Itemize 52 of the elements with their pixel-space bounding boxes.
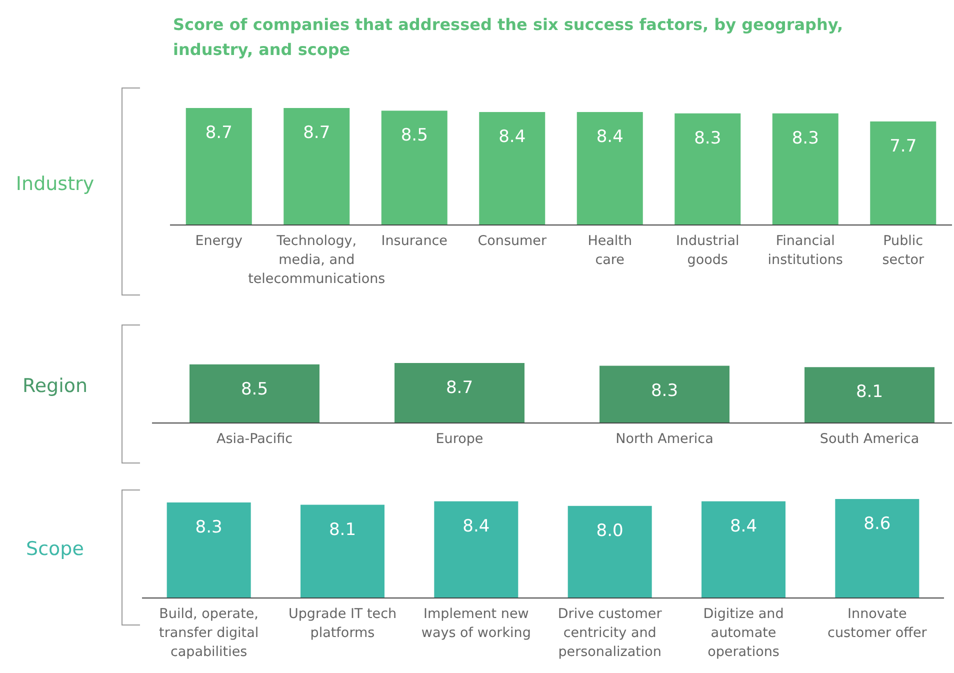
data-label: 8.6: [864, 514, 891, 534]
data-label: 7.7: [890, 136, 917, 156]
data-label: 8.0: [596, 520, 624, 541]
bar: [381, 110, 448, 225]
data-label: 8.1: [856, 382, 884, 402]
y-axis-title: Industry: [16, 173, 94, 195]
x-tick-label: Consumer: [478, 233, 547, 249]
data-label: 8.4: [462, 516, 490, 536]
x-tick-label: Innovate customer offer: [828, 606, 928, 641]
chart-title: Score of companies that addressed the six success factors, by geography, industry, and scope: [173, 15, 844, 59]
x-tick-label: Asia-Pacific: [216, 431, 293, 447]
x-tick-label: Industrial goods: [676, 233, 740, 268]
bar: [568, 506, 652, 598]
x-tick-label: Public sector: [882, 233, 924, 268]
data-label: 8.5: [240, 379, 268, 400]
x-tick-label: Energy: [195, 233, 243, 249]
data-label: 8.5: [400, 126, 428, 146]
bar: [166, 502, 251, 598]
bar: [870, 121, 936, 225]
data-label: 8.3: [694, 128, 722, 148]
bar: [300, 504, 384, 598]
bar: [835, 499, 920, 598]
x-tick-label: Upgrade IT tech platforms: [288, 606, 397, 641]
x-tick-label: Financial institutions: [768, 233, 843, 268]
data-label: 8.7: [446, 378, 474, 398]
data-label: 8.4: [596, 127, 624, 148]
x-tick-label: Digitize and automate operations: [703, 606, 784, 660]
x-tick-label: Europe: [436, 431, 484, 447]
data-label: 8.4: [730, 516, 758, 536]
bar: [702, 501, 786, 598]
x-tick-label: Build, operate, transfer digital capabilities: [159, 606, 259, 660]
x-tick-label: South America: [820, 431, 920, 447]
bar: [434, 501, 518, 598]
data-label: 8.7: [303, 123, 330, 143]
bar: [479, 112, 546, 225]
bar: [284, 108, 350, 225]
y-axis-title: Region: [22, 375, 88, 397]
x-tick-label: Implement new ways of working: [421, 606, 531, 641]
bar: [772, 113, 838, 225]
bar: [186, 108, 252, 225]
data-label: 8.3: [195, 517, 222, 538]
data-label: 8.7: [205, 123, 232, 143]
bar: [576, 112, 643, 225]
y-axis-title: Scope: [26, 538, 84, 560]
x-tick-label: Health care: [588, 233, 632, 268]
data-label: 8.1: [328, 520, 356, 540]
x-tick-label: North America: [616, 431, 714, 447]
data-label: 8.3: [650, 380, 678, 401]
data-label: 8.3: [792, 128, 819, 148]
data-label: 8.4: [498, 127, 526, 148]
bar: [674, 113, 741, 225]
x-tick-label: Drive customer centricity and personalization: [558, 606, 662, 660]
